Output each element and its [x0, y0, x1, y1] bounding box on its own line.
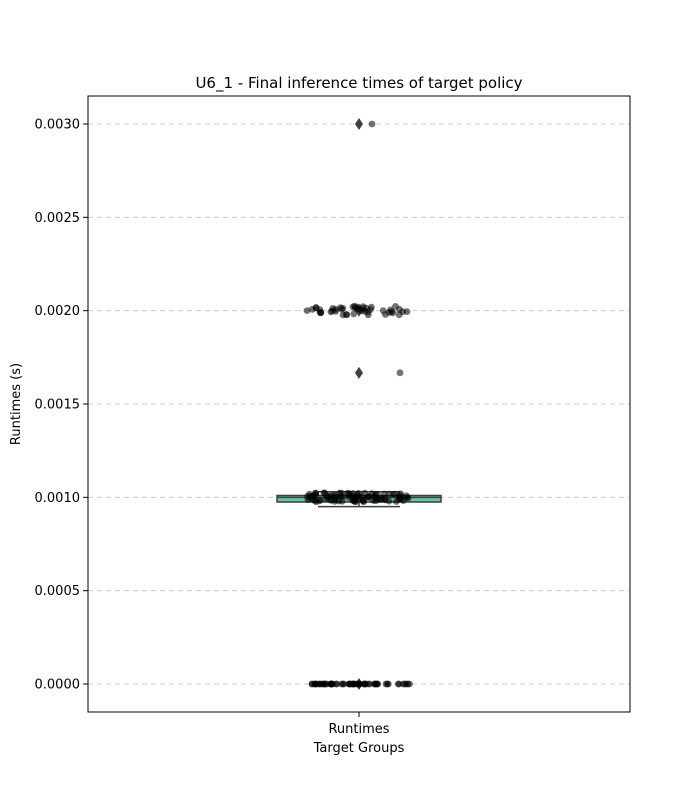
- strip-point: [395, 680, 403, 688]
- y-axis-label: Runtimes (s): [9, 363, 24, 445]
- strip-point: [350, 310, 358, 318]
- strip-point: [338, 489, 345, 497]
- outlier-marker: [355, 118, 363, 130]
- strip-point: [327, 496, 335, 503]
- strip-point: [368, 120, 376, 128]
- strip-point: [368, 303, 375, 311]
- strip-point: [360, 680, 368, 688]
- strip-point: [309, 496, 317, 503]
- strip-point: [335, 497, 343, 505]
- y-tick-label: 0.0025: [35, 211, 81, 226]
- strip-point: [328, 307, 336, 315]
- strip-point: [388, 308, 396, 316]
- x-tick-label: Runtimes: [328, 722, 389, 737]
- strip-point: [346, 680, 354, 688]
- y-tick-label: 0.0020: [35, 304, 81, 319]
- strip-point: [303, 307, 311, 314]
- strip-point: [360, 498, 368, 506]
- strip-point: [312, 490, 320, 498]
- y-tick-label: 0.0000: [35, 678, 81, 693]
- strip-point: [308, 305, 316, 313]
- outlier-marker: [355, 366, 363, 379]
- strip-point: [338, 305, 346, 313]
- strip-point: [326, 680, 334, 688]
- strip-point: [364, 308, 372, 316]
- strip-point: [370, 680, 378, 688]
- strip-point: [396, 369, 404, 377]
- strip-point: [397, 490, 404, 498]
- strip-point: [344, 489, 351, 497]
- y-tick-label: 0.0015: [35, 398, 81, 413]
- strip-point: [374, 491, 381, 498]
- x-axis-label: Target Groups: [313, 741, 405, 756]
- strip-point: [382, 680, 390, 688]
- strip-point: [339, 311, 347, 319]
- strip-points: [303, 120, 413, 688]
- strip-point: [389, 491, 397, 498]
- strip-point: [308, 680, 316, 688]
- y-gridlines: [88, 123, 630, 685]
- strip-point: [403, 308, 411, 315]
- strip-point: [403, 494, 411, 501]
- strip-point: [317, 680, 325, 688]
- strip-point: [340, 680, 347, 688]
- strip-point: [396, 305, 403, 313]
- y-tick-label: 0.0010: [35, 491, 81, 506]
- strip-point: [316, 497, 323, 505]
- chart-title: U6_1 - Final inference times of target p…: [195, 74, 522, 93]
- x-axis-ticks: Runtimes: [328, 712, 390, 737]
- y-tick-label: 0.0030: [35, 118, 81, 133]
- y-axis-ticks: 0.0000 0.0005 0.0010 0.0015 0.0020 0.0025 0.00…: [35, 118, 88, 693]
- y-tick-label: 0.0005: [35, 584, 81, 599]
- strip-point: [322, 495, 330, 503]
- strip-point: [351, 302, 359, 310]
- strip-point: [365, 493, 373, 500]
- strip-point: [406, 680, 413, 688]
- strip-point: [351, 494, 358, 502]
- strip-point: [381, 496, 389, 504]
- strip-point: [382, 311, 389, 318]
